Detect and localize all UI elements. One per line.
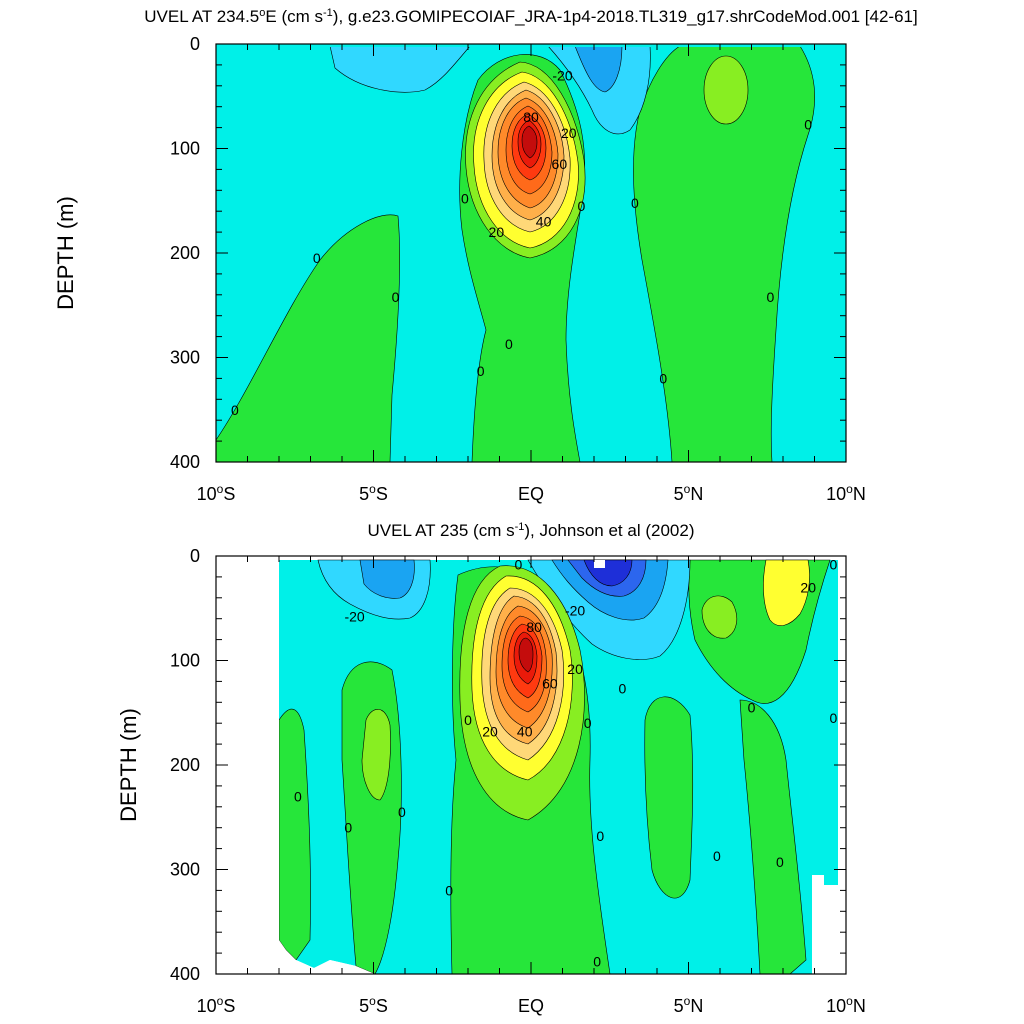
bottom-xtick-label: EQ [518,996,544,1016]
top-contour-label: 20 [561,125,577,141]
top-contour-label: 0 [659,370,667,386]
bottom-green-north-3 [739,699,807,974]
top-ylabel: DEPTH (m) [53,196,78,310]
top-contour-label: 0 [461,191,469,207]
bottom-contour-label: 20 [800,579,816,595]
top-lightblue-surface-west [329,45,471,93]
bottom-contour-label: 0 [344,820,352,836]
top-panel-title: UVEL AT 234.5oE (cm s-1), g.e23.GOMIPECO… [144,7,917,26]
bottom-contour-label: 20 [482,724,498,740]
bottom-ytick-label: 0 [190,546,200,566]
bottom-missing-data-mask [216,556,375,974]
top-contour-label: 20 [489,224,505,240]
top-contour-label: 0 [767,289,775,305]
top-contour-label: 0 [631,195,639,211]
bottom-contour-label: 0 [294,788,302,804]
bottom-ylabel: DEPTH (m) [116,708,141,822]
top-contour-label: -20 [552,67,572,83]
bottom-contour-label: 0 [776,854,784,870]
bottom-contour-label: 0 [464,712,472,728]
bottom-green-north-1 [644,696,694,899]
top-contour-label: 60 [552,156,568,172]
bottom-contour-label: 0 [713,848,721,864]
bottom-contour-labels: 0 -20 -20 80 20 60 0 0 0 0 0 20 40 20 0 0 0 0 0 0 0 0 0 [294,556,838,969]
bottom-contour-label: 40 [517,724,533,740]
bottom-contour-label: 0 [398,804,406,820]
bottom-contour-label: 0 [596,828,604,844]
bottom-ytick-label: 100 [170,651,200,671]
top-lightblue-surface-east [547,45,651,135]
bottom-ytick-label: 400 [170,964,200,984]
top-contour-label: 0 [392,289,400,305]
bottom-xtick-label: 10oS [197,994,236,1016]
bottom-contour-label: 0 [593,953,601,969]
top-contour-label: 0 [231,402,239,418]
bottom-ytick-label: 300 [170,860,200,880]
bottom-jet-core [459,565,585,821]
bottom-contour-label: -20 [344,609,364,625]
top-xtick-label: 5oN [674,482,704,504]
bottom-panel-title: UVEL AT 235 (cm s-1), Johnson et al (200… [368,521,695,540]
top-contour-labels: -20 80 20 60 40 20 0 0 0 0 0 0 0 0 0 0 0 [231,67,812,417]
bottom-ytick-label: 200 [170,755,200,775]
bottom-contour-label: 0 [748,700,756,716]
bottom-contour-label: 0 [830,556,838,572]
top-ytick-label: 0 [190,34,200,54]
bottom-xtick-label: 5oS [359,994,388,1016]
bottom-missing-data-notch [594,560,605,568]
top-contour-field [216,44,846,462]
bottom-green-west-1 [278,708,311,961]
bottom-contour-label: 80 [526,619,542,635]
top-xtick-label: 10oN [826,482,866,504]
top-ytick-label: 400 [170,452,200,472]
bottom-contour-label: 0 [515,556,523,572]
bottom-contour-label: 60 [542,675,558,691]
top-contour-label: 0 [804,116,812,132]
bottom-yellow-north [763,559,810,626]
bottom-panel: UVEL AT 235 (cm s-1), Johnson et al (200… [116,521,866,1016]
bottom-lime-west [361,709,391,801]
top-contour-label: 0 [477,363,485,379]
bottom-contour-field [216,556,846,974]
top-ytick-label: 100 [170,139,200,159]
bottom-contour-label: 0 [445,882,453,898]
top-contour-label: 0 [313,250,321,266]
bottom-contour-label: 0 [584,715,592,731]
bottom-contour-label: -20 [565,602,585,618]
bottom-xtick-label: 5oN [674,994,704,1016]
top-green-wedge-south [216,214,400,462]
top-panel: UVEL AT 234.5oE (cm s-1), g.e23.GOMIPECO… [53,7,918,504]
bottom-blue-west [359,559,415,599]
top-contour-label: 80 [523,109,539,125]
top-ytick-label: 300 [170,348,200,368]
bottom-lime-north-1 [701,595,738,639]
top-xtick-label: 10oS [197,482,236,504]
bottom-contour-label: 20 [567,661,583,677]
top-ytick-label: 200 [170,243,200,263]
bottom-xtick-label: 10oN [826,994,866,1016]
top-blue-surface-east [574,45,623,93]
top-lime-patch [703,55,749,125]
top-xtick-label: EQ [518,484,544,504]
top-contour-label: 40 [536,214,552,230]
top-contour-label: 0 [505,336,513,352]
top-xtick-label: 5oS [359,482,388,504]
bottom-contour-label: 0 [618,681,626,697]
top-jet-core [465,61,586,259]
bottom-contour-label: 0 [830,710,838,726]
top-contour-label: 0 [578,198,586,214]
